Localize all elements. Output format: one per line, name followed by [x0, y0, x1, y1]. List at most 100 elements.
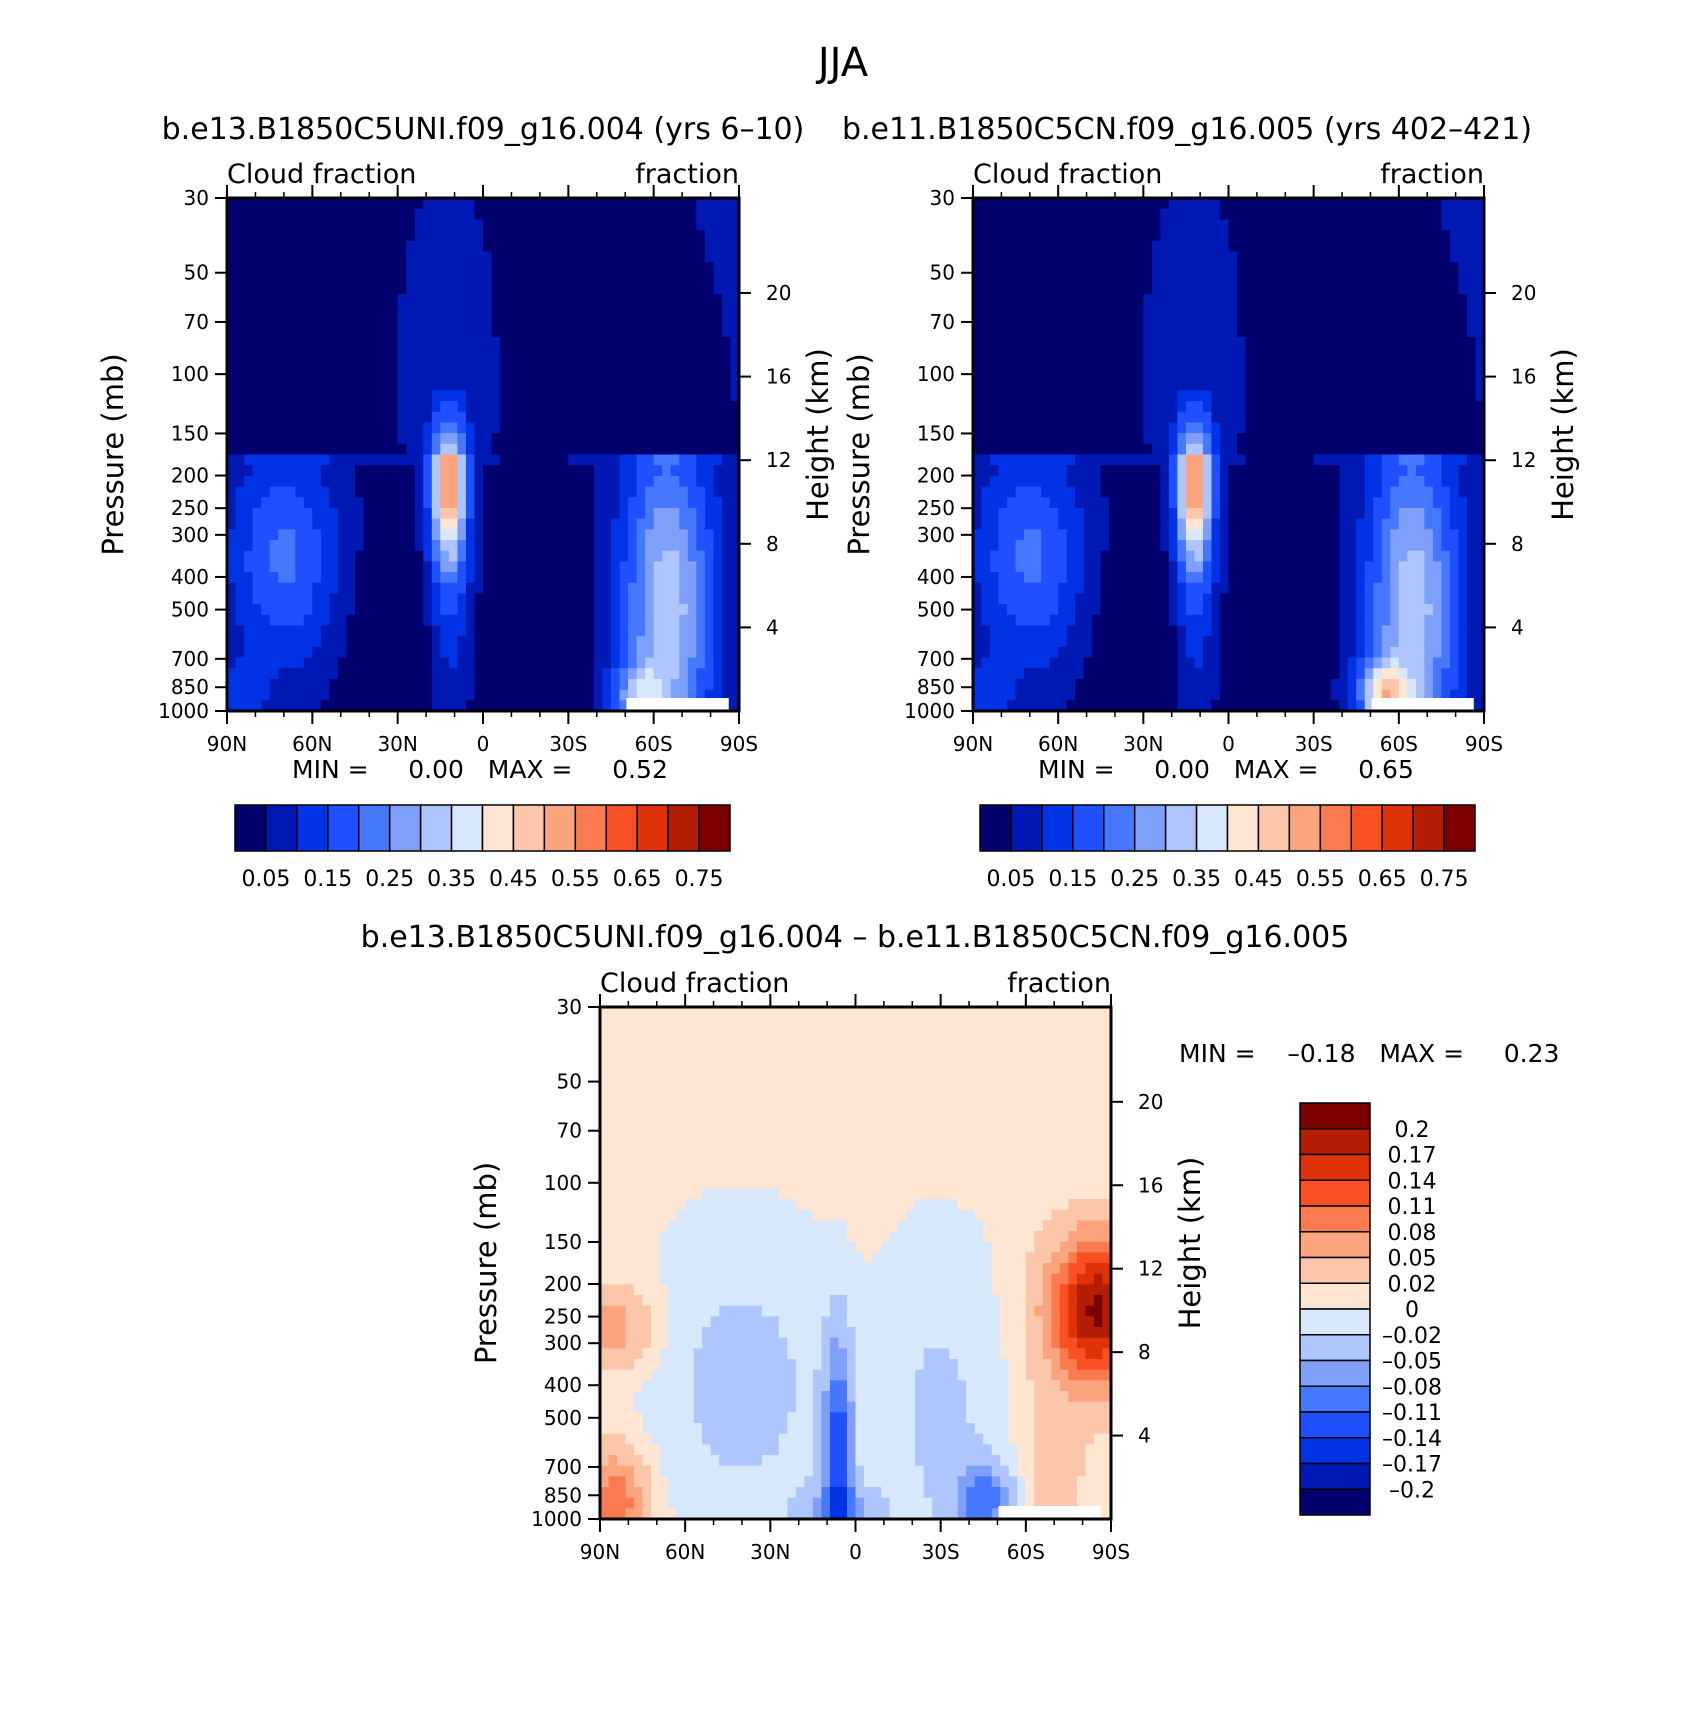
field-cell — [1118, 540, 1127, 551]
field-cell — [679, 519, 688, 530]
field-cell — [406, 529, 415, 540]
field-cell — [696, 540, 705, 551]
field-cell — [990, 305, 999, 316]
field-cell — [645, 230, 654, 241]
field-cell — [1084, 636, 1093, 647]
field-cell — [1305, 508, 1314, 519]
field-cell — [1297, 294, 1306, 305]
field-cell — [372, 636, 381, 647]
field-cell — [1314, 497, 1323, 508]
colorbar-swatch — [513, 805, 544, 851]
field-cell — [568, 540, 577, 551]
field-cell — [1092, 551, 1101, 562]
field-cell — [423, 593, 432, 604]
field-cell — [1058, 219, 1067, 230]
field-cell — [474, 572, 483, 583]
field-cell — [474, 262, 483, 273]
field-cell — [466, 337, 475, 348]
field-cell — [1058, 422, 1067, 433]
field-cell — [560, 284, 569, 295]
field-cell — [1143, 348, 1152, 359]
field-cell — [1126, 412, 1135, 423]
field-cell — [338, 519, 347, 530]
field-cell — [982, 604, 991, 615]
field-cell — [1263, 198, 1272, 209]
field-cell — [474, 198, 483, 209]
field-cell — [1246, 219, 1255, 230]
field-cell — [705, 679, 714, 690]
field-cell — [423, 647, 432, 658]
field-cell — [492, 508, 501, 519]
field-cell — [713, 519, 722, 530]
field-cell — [1305, 465, 1314, 476]
field-cell — [449, 219, 458, 230]
field-cell — [1177, 572, 1186, 583]
field-cell — [346, 219, 355, 230]
field-cell — [364, 519, 373, 530]
field-cell — [1058, 326, 1067, 337]
field-cell — [295, 273, 304, 284]
field-cell — [568, 508, 577, 519]
field-cell — [628, 626, 637, 637]
field-cell — [381, 647, 390, 658]
field-cell — [406, 369, 415, 380]
field-cell — [1075, 593, 1084, 604]
field-cell — [1016, 348, 1025, 359]
field-cell — [1297, 647, 1306, 658]
field-cell — [1254, 636, 1263, 647]
field-cell — [628, 529, 637, 540]
field-cell — [1152, 636, 1161, 647]
field-cell — [312, 561, 321, 572]
field-cell — [628, 593, 637, 604]
field-cell — [1280, 380, 1289, 391]
field-cell — [1109, 551, 1118, 562]
field-cell — [722, 497, 731, 508]
field-cell — [1041, 615, 1050, 626]
field-cell — [1177, 551, 1186, 562]
field-cell — [372, 540, 381, 551]
field-cell — [688, 540, 697, 551]
field-cell — [628, 551, 637, 562]
field-cell — [602, 593, 611, 604]
field-cell — [990, 497, 999, 508]
field-cell — [594, 455, 603, 466]
field-cell — [594, 209, 603, 220]
field-cell — [466, 497, 475, 508]
field-cell — [457, 583, 466, 594]
field-cell — [1186, 444, 1195, 455]
field-cell — [1101, 668, 1110, 679]
field-cell — [1194, 219, 1203, 230]
field-cell — [560, 636, 569, 647]
field-cell — [1254, 219, 1263, 230]
field-cell — [688, 583, 697, 594]
field-cell — [474, 604, 483, 615]
field-cell — [398, 636, 407, 647]
field-cell — [1152, 348, 1161, 359]
field-cell — [1058, 401, 1067, 412]
field-cell — [329, 401, 338, 412]
field-cell — [1305, 294, 1314, 305]
field-cell — [415, 251, 424, 262]
field-cell — [261, 658, 270, 669]
field-cell — [415, 465, 424, 476]
field-cell — [432, 636, 441, 647]
field-cell — [312, 348, 321, 359]
field-cell — [982, 273, 991, 284]
field-cell — [1169, 636, 1178, 647]
field-cell — [1084, 230, 1093, 241]
field-cell — [1280, 583, 1289, 594]
field-cell — [1007, 487, 1016, 498]
field-cell — [1314, 540, 1323, 551]
field-cell — [329, 209, 338, 220]
field-cell — [509, 497, 518, 508]
field-cell — [415, 369, 424, 380]
field-cell — [1229, 380, 1238, 391]
field-cell — [1152, 572, 1161, 583]
field-cell — [304, 626, 313, 637]
field-cell — [474, 561, 483, 572]
field-cell — [1194, 487, 1203, 498]
field-cell — [1305, 337, 1314, 348]
field-cell — [1160, 668, 1169, 679]
field-cell — [270, 476, 279, 487]
field-cell — [696, 262, 705, 273]
